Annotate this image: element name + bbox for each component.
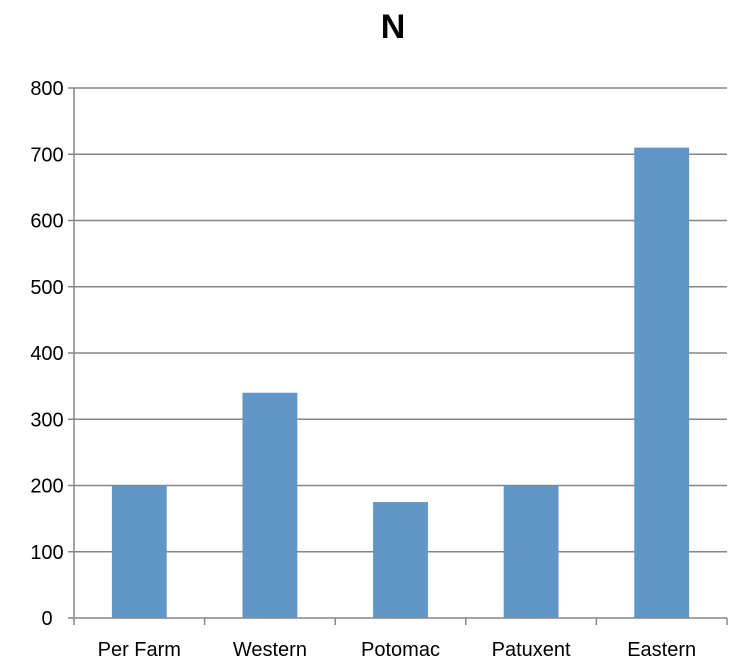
y-tick-label: 700 — [30, 144, 63, 166]
x-tick-label: Per Farm — [98, 639, 181, 661]
y-tick-label: 400 — [30, 343, 63, 365]
x-tick-label: Western — [233, 639, 307, 661]
y-tick-label: 800 — [30, 78, 63, 100]
x-tick-label: Patuxent — [492, 639, 571, 661]
y-tick-label: 500 — [30, 277, 63, 299]
gridlines — [74, 88, 727, 552]
bar — [373, 502, 428, 618]
x-tick-label: Eastern — [627, 639, 696, 661]
bar — [242, 393, 297, 618]
y-tick-label: 600 — [30, 211, 63, 233]
y-tick-label: 200 — [30, 476, 63, 498]
y-tick-label: 0 — [41, 608, 52, 630]
y-tick-label: 100 — [30, 542, 63, 564]
y-tick-label: 300 — [30, 409, 63, 431]
x-tick-label: Potomac — [361, 639, 440, 661]
bars — [112, 148, 689, 618]
bar — [112, 486, 167, 619]
bar — [634, 148, 689, 618]
chart-title: N — [381, 8, 406, 46]
bar — [504, 486, 559, 619]
